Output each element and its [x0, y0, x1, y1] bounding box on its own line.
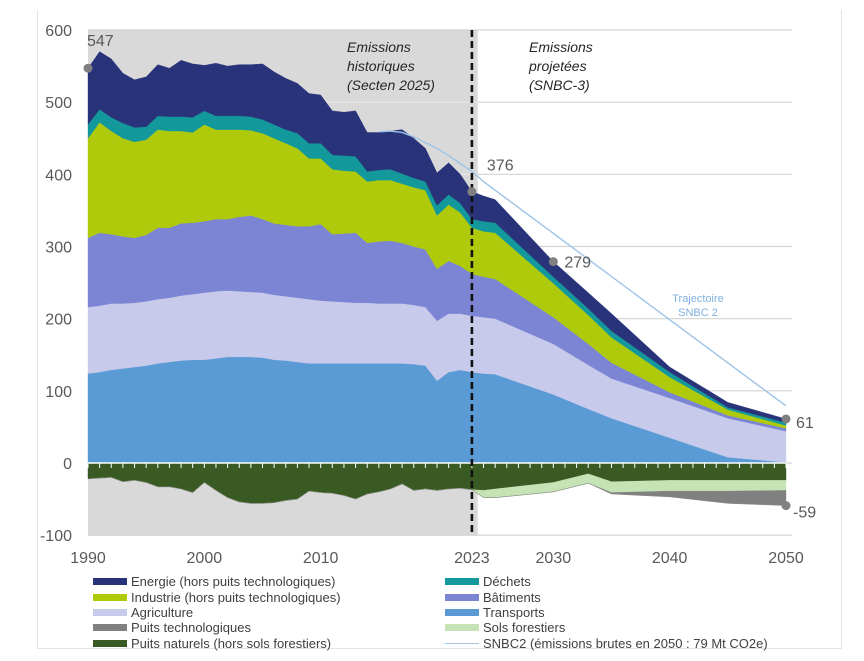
zero-axis-layer — [87, 462, 787, 468]
legend-item-industrie: Industrie (hors puits technologiques) — [93, 589, 341, 605]
legend-swatch — [93, 578, 127, 586]
legend-swatch — [93, 593, 127, 601]
area-puits-technologiques — [87, 477, 787, 506]
legend-item-agriculture: Agriculture — [93, 605, 341, 620]
legend-swatch — [445, 624, 479, 632]
data-points-layer: 547 376 279 61 -59 — [83, 33, 816, 522]
legend-label: SNBC2 (émissions brutes en 2050 : 79 Mt … — [483, 635, 768, 651]
legend-item-puits-technologiques: Puits technologiques — [93, 620, 341, 635]
legend-label: Déchets — [483, 574, 531, 590]
data-point-dot — [781, 501, 791, 511]
legend-label: Puits technologiques — [131, 620, 251, 636]
x-tick-label: 2040 — [652, 550, 688, 567]
data-label: 61 — [796, 415, 814, 432]
historical-annotation-line: Emissions — [347, 39, 411, 55]
legend-right-column: Déchets Bâtiments Transports Sols forest… — [445, 574, 768, 651]
snbc2-trajectory-annotation: Trajectoire SNBC 2 — [672, 293, 724, 319]
legend-label: Sols forestiers — [483, 620, 566, 636]
data-label: 547 — [87, 33, 114, 50]
y-tick-label: 500 — [45, 95, 72, 112]
data-label: 279 — [564, 255, 591, 272]
axis-labels-layer: 600 500 400 300 200 100 0 -100 1990 2000 2010 2023 2… — [40, 23, 804, 567]
data-point-dot — [781, 414, 791, 424]
y-tick-label: -100 — [40, 528, 72, 545]
legend-swatch — [445, 578, 479, 586]
data-label: -59 — [793, 505, 816, 522]
legend-label: Bâtiments — [483, 589, 541, 605]
legend-item-transports: Transports — [445, 605, 768, 620]
line-snbc2 — [378, 130, 787, 407]
stacked-areas-layer — [87, 51, 787, 506]
data-point-dot — [83, 63, 93, 73]
y-tick-label: 200 — [45, 312, 72, 329]
data-label: 376 — [487, 158, 514, 175]
projected-annotation: Emissions projetées (SNBC-3) — [528, 39, 593, 93]
legend-item-energie: Energie (hors puits technologiques) — [93, 574, 341, 589]
legend-item-batiments: Bâtiments — [445, 589, 768, 605]
y-tick-label: 100 — [45, 384, 72, 401]
historical-annotation-line: (Secten 2025) — [347, 77, 435, 93]
legend-swatch — [93, 608, 127, 616]
data-point-dot — [467, 187, 477, 197]
data-point-dot — [548, 257, 558, 267]
legend-item-puits-naturels: Puits naturels (hors sols forestiers) — [93, 636, 341, 651]
y-tick-label: 300 — [45, 240, 72, 257]
x-tick-label: 1990 — [70, 550, 106, 567]
legend-swatch — [445, 608, 479, 616]
x-tick-label: 2000 — [187, 550, 223, 567]
legend-swatch — [445, 593, 479, 601]
legend-item-snbc2: SNBC2 (émissions brutes en 2050 : 79 Mt … — [445, 636, 768, 651]
x-tick-label: 2023 — [454, 550, 490, 567]
y-tick-label: 400 — [45, 167, 72, 184]
snbc2-annotation-line: SNBC 2 — [678, 307, 718, 319]
projected-annotation-line: projetées — [528, 58, 587, 74]
historical-annotation: Emissions historiques (Secten 2025) — [347, 39, 435, 93]
legend-item-sols-forestiers: Sols forestiers — [445, 620, 768, 635]
projected-annotation-line: (SNBC-3) — [529, 77, 590, 93]
x-tick-label: 2030 — [536, 550, 572, 567]
legend-swatch — [93, 639, 127, 647]
y-tick-label: 600 — [45, 23, 72, 40]
historical-annotation-line: historiques — [347, 58, 415, 74]
y-tick-label: 0 — [63, 456, 72, 473]
snbc2-annotation-line: Trajectoire — [672, 293, 724, 305]
legend-swatch — [93, 624, 127, 632]
chart-card-frame — [37, 10, 842, 649]
legend-label: Transports — [483, 604, 545, 620]
legend-label: Puits naturels (hors sols forestiers) — [131, 635, 332, 651]
x-tick-label: 2010 — [303, 550, 339, 567]
legend-label: Agriculture — [131, 604, 194, 620]
projected-annotation-line: Emissions — [529, 39, 593, 55]
legend-label: Industrie (hors puits technologiques) — [131, 589, 341, 605]
x-tick-label: 2050 — [768, 550, 804, 567]
lines-layer — [378, 30, 787, 536]
legend-line-swatch — [445, 642, 479, 644]
legend-item-dechets: Déchets — [445, 574, 768, 589]
legend-label: Energie (hors puits technologiques) — [131, 574, 336, 590]
legend-left-column: Energie (hors puits technologiques) Indu… — [93, 574, 341, 651]
